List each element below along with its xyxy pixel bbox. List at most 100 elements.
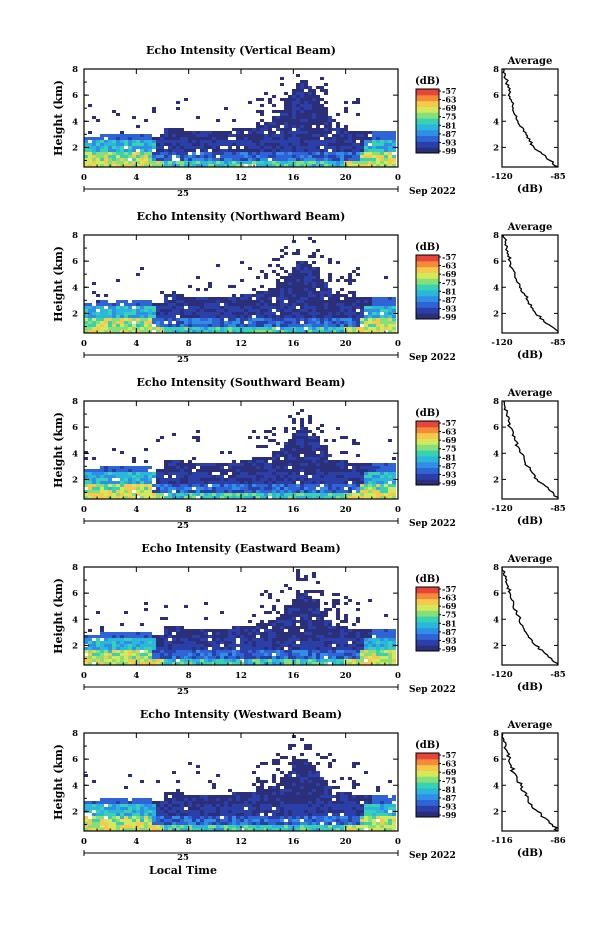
heatmap-cell [268, 457, 272, 460]
heatmap-cell [340, 143, 344, 146]
heatmap-cell [308, 602, 312, 605]
heatmap-cell [212, 155, 216, 158]
heatmap-cell [152, 653, 156, 656]
heatmap-cell [384, 300, 388, 303]
heatmap-cell [352, 623, 356, 626]
heatmap-cell [296, 303, 300, 306]
heatmap-cell [284, 632, 288, 635]
heatmap-cell [284, 653, 288, 656]
heatmap-cell [112, 303, 116, 306]
heatmap-cell [352, 152, 356, 155]
heatmap-cell [348, 650, 352, 653]
heatmap-cell [200, 155, 204, 158]
heatmap-cell [392, 638, 396, 641]
heatmap-cell [284, 164, 288, 167]
heatmap-cell [360, 662, 364, 665]
heatmap-cell [176, 481, 180, 484]
heatmap-cell [220, 134, 224, 137]
heatmap-cell [104, 155, 108, 158]
heatmap-cell [112, 164, 116, 167]
colorbar-unit: (dB) [415, 408, 440, 419]
heatmap-cell [232, 469, 236, 472]
heatmap-cell [384, 164, 388, 167]
heatmap-cell [268, 659, 272, 662]
heatmap-cell [316, 469, 320, 472]
heatmap-cell [124, 306, 128, 309]
heatmap-cell [156, 481, 160, 484]
heatmap-cell [308, 659, 312, 662]
heatmap-cell [292, 152, 296, 155]
heatmap-cell [316, 445, 320, 448]
heatmap-cell [264, 638, 268, 641]
heatmap-cell [228, 155, 232, 158]
heatmap-cell [232, 644, 236, 647]
heatmap-cell [300, 270, 304, 273]
heatmap-cell [280, 285, 284, 288]
heatmap-cell [284, 309, 288, 312]
heatmap-cell [372, 161, 376, 164]
heatmap-cell [288, 140, 292, 143]
heatmap-cell [176, 653, 180, 656]
heatmap-cell [168, 306, 172, 309]
heatmap-cell [136, 644, 140, 647]
heatmap-cell [324, 125, 328, 128]
heatmap-cell [116, 807, 120, 810]
heatmap-cell [208, 300, 212, 303]
heatmap-cell [224, 143, 228, 146]
heatmap-cell [332, 294, 336, 297]
heatmap-cell [304, 312, 308, 315]
heatmap-cell [252, 143, 256, 146]
heatmap-cell [316, 475, 320, 478]
date-label: Sep 2022 [409, 187, 456, 197]
heatmap-cell [148, 164, 152, 167]
heatmap-cell [184, 324, 188, 327]
heatmap-cell [336, 629, 340, 632]
heatmap-cell [124, 312, 128, 315]
heatmap-cell [100, 472, 104, 475]
heatmap-cell [360, 656, 364, 659]
heatmap-cell [272, 472, 276, 475]
heatmap-cell [276, 288, 280, 291]
heatmap-cell [200, 472, 204, 475]
heatmap-cell [296, 460, 300, 463]
heatmap-cell [92, 653, 96, 656]
heatmap-cell [100, 822, 104, 825]
heatmap-cell [228, 297, 232, 300]
heatmap-cell [328, 119, 332, 122]
heatmap-cell [240, 164, 244, 167]
heatmap-cell [264, 137, 268, 140]
heatmap-cell [124, 158, 128, 161]
heatmap-cell [116, 659, 120, 662]
heatmap-cell [108, 659, 112, 662]
heatmap-cell [260, 294, 264, 297]
heatmap-cell [100, 807, 104, 810]
heatmap-cell [148, 641, 152, 644]
heatmap-cell [356, 315, 360, 318]
heatmap-cell [232, 490, 236, 493]
heatmap-cell [380, 152, 384, 155]
heatmap-cell [224, 149, 228, 152]
heatmap-cell [208, 487, 212, 490]
heatmap-cell [272, 125, 276, 128]
heatmap-cell [272, 608, 276, 611]
heatmap-cell [136, 472, 140, 475]
heatmap-cell [392, 632, 396, 635]
heatmap-cell [276, 264, 280, 267]
heatmap-cell [228, 481, 232, 484]
heatmap-cell [88, 312, 92, 315]
heatmap-cell [88, 164, 92, 167]
heatmap-cell [104, 303, 108, 306]
heatmap-cell [268, 288, 272, 291]
heatmap-cell [296, 602, 300, 605]
heatmap-cell [344, 466, 348, 469]
heatmap-cell [212, 134, 216, 137]
heatmap-cell [188, 285, 192, 288]
heatmap-cell [296, 596, 300, 599]
heatmap-cell [172, 312, 176, 315]
heatmap-cell [252, 475, 256, 478]
colorbar-label: -81 [442, 120, 456, 130]
heatmap-cell [320, 291, 324, 294]
heatmap-cell [220, 318, 224, 321]
heatmap-cell [392, 297, 396, 300]
colorbar-label: -57 [442, 418, 456, 428]
